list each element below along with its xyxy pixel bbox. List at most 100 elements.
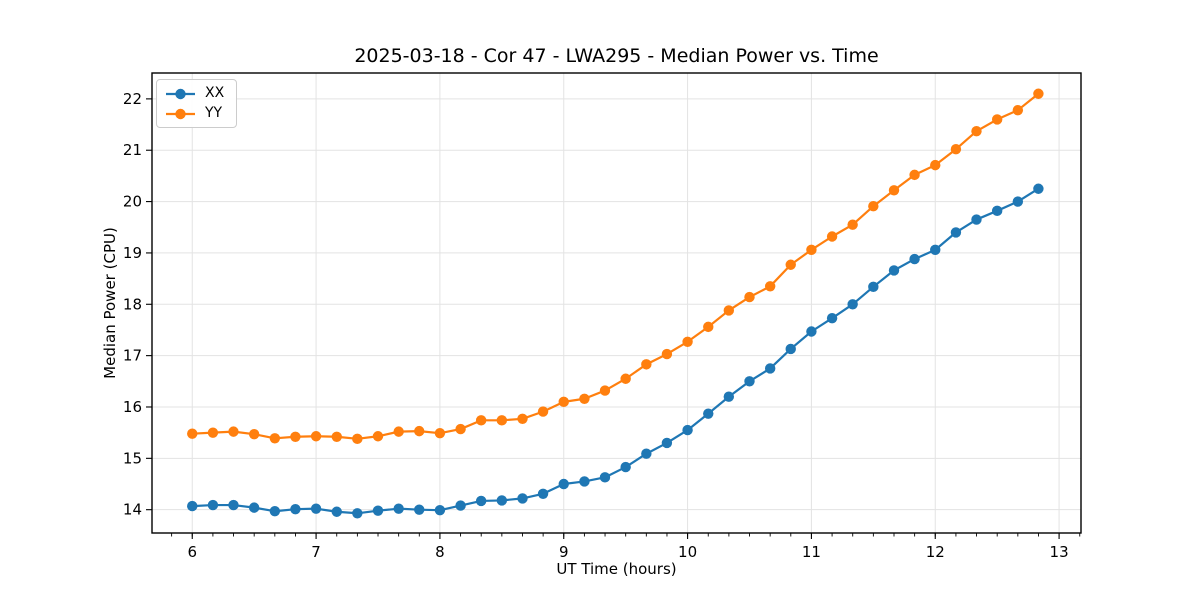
data-point-xx xyxy=(930,244,941,256)
data-point-yy xyxy=(310,431,322,442)
data-point-yy xyxy=(414,425,425,437)
data-point-yy xyxy=(475,415,487,426)
chart-title: 2025-03-18 - Cor 47 - LWA295 - Median Po… xyxy=(354,45,879,67)
data-point-yy xyxy=(806,244,817,256)
data-point-yy xyxy=(826,231,838,242)
data-point-xx xyxy=(290,503,301,515)
data-point-xx xyxy=(393,503,404,514)
legend-label-yy: YY xyxy=(205,105,223,121)
data-point-yy xyxy=(1033,88,1044,99)
y-tick-label: 21 xyxy=(123,141,142,159)
legend-item-xx: XX xyxy=(165,86,224,101)
data-point-yy xyxy=(393,426,404,437)
data-point-xx xyxy=(558,478,569,490)
data-point-xx xyxy=(703,408,714,419)
data-point-xx xyxy=(806,326,817,337)
data-point-xx xyxy=(475,495,487,507)
series-line-xx xyxy=(191,187,1040,515)
legend-label-xx: XX xyxy=(205,85,225,101)
data-point-yy xyxy=(558,396,569,408)
legend-line-yy-icon xyxy=(166,108,195,119)
data-point-yy xyxy=(641,359,652,370)
x-tick-label: 9 xyxy=(559,543,569,561)
data-point-xx xyxy=(207,499,219,511)
x-tick-label: 10 xyxy=(678,543,697,561)
data-point-yy xyxy=(620,373,631,384)
data-point-xx xyxy=(269,506,281,517)
data-point-xx xyxy=(971,214,982,225)
data-point-yy xyxy=(517,413,528,424)
data-point-xx xyxy=(187,500,198,512)
data-point-xx xyxy=(764,363,776,374)
plot-frame xyxy=(151,72,1082,534)
y-axis-label: Median Power (CPU) xyxy=(101,227,119,379)
data-point-yy xyxy=(331,431,342,442)
x-tick-label: 11 xyxy=(802,543,821,561)
data-point-yy xyxy=(496,415,508,426)
data-point-yy xyxy=(537,406,549,417)
y-tick-label: 20 xyxy=(123,193,142,211)
series-xx xyxy=(187,183,1044,519)
data-point-yy xyxy=(207,427,219,438)
data-point-xx xyxy=(496,495,508,506)
data-point-xx xyxy=(847,299,858,310)
data-point-yy xyxy=(682,336,693,347)
data-point-yy xyxy=(950,144,962,155)
data-point-xx xyxy=(723,391,735,402)
data-point-yy xyxy=(744,291,755,303)
x-tick-label: 6 xyxy=(187,543,197,561)
data-point-xx xyxy=(991,205,1003,217)
data-point-yy xyxy=(599,385,611,396)
data-point-yy xyxy=(290,431,301,442)
data-point-xx xyxy=(826,312,838,324)
data-point-yy xyxy=(703,321,714,333)
data-point-xx xyxy=(620,461,631,473)
data-point-yy xyxy=(455,423,466,435)
data-point-yy xyxy=(661,348,673,360)
data-point-yy xyxy=(930,159,941,171)
data-point-yy xyxy=(991,114,1003,125)
data-point-xx xyxy=(888,265,900,276)
axes-ticks: 6 7 8 9 10 11 12 13 14 15 16 17 18 19 20 21 22 xyxy=(123,90,1081,561)
data-point-yy xyxy=(888,185,900,196)
data-point-xx xyxy=(785,343,796,355)
data-point-yy xyxy=(971,126,982,137)
series-line-yy xyxy=(191,92,1040,440)
x-tick-label: 13 xyxy=(1050,543,1069,561)
gridlines xyxy=(152,73,1081,533)
data-point-yy xyxy=(248,429,260,440)
data-point-yy xyxy=(847,219,858,230)
data-point-xx xyxy=(1033,183,1044,194)
data-point-yy xyxy=(372,431,384,442)
data-point-xx xyxy=(909,253,920,265)
y-tick-label: 14 xyxy=(123,501,142,519)
data-point-yy xyxy=(228,426,239,437)
data-point-xx xyxy=(641,448,652,459)
data-point-xx xyxy=(352,508,363,519)
x-axis-label: UT Time (hours) xyxy=(556,560,677,578)
data-point-yy xyxy=(764,281,776,292)
data-point-xx xyxy=(228,499,239,511)
data-point-xx xyxy=(682,424,693,436)
data-point-xx xyxy=(434,505,446,516)
legend: XX YY xyxy=(156,79,238,128)
data-point-xx xyxy=(599,472,611,483)
data-point-xx xyxy=(744,376,755,387)
data-point-yy xyxy=(785,259,796,270)
data-point-yy xyxy=(723,305,735,316)
data-point-yy xyxy=(269,433,281,444)
x-tick-label: 8 xyxy=(435,543,445,561)
x-tick-label: 7 xyxy=(311,543,321,561)
data-point-yy xyxy=(909,169,920,181)
data-point-yy xyxy=(434,427,446,439)
y-tick-label: 19 xyxy=(123,244,142,262)
data-point-xx xyxy=(372,505,384,516)
legend-item-yy: YY xyxy=(165,106,224,121)
data-point-yy xyxy=(868,201,879,212)
data-point-xx xyxy=(248,502,260,513)
data-point-xx xyxy=(517,493,528,504)
y-tick-label: 22 xyxy=(123,90,142,108)
data-point-xx xyxy=(414,504,425,515)
data-point-yy xyxy=(579,393,590,404)
